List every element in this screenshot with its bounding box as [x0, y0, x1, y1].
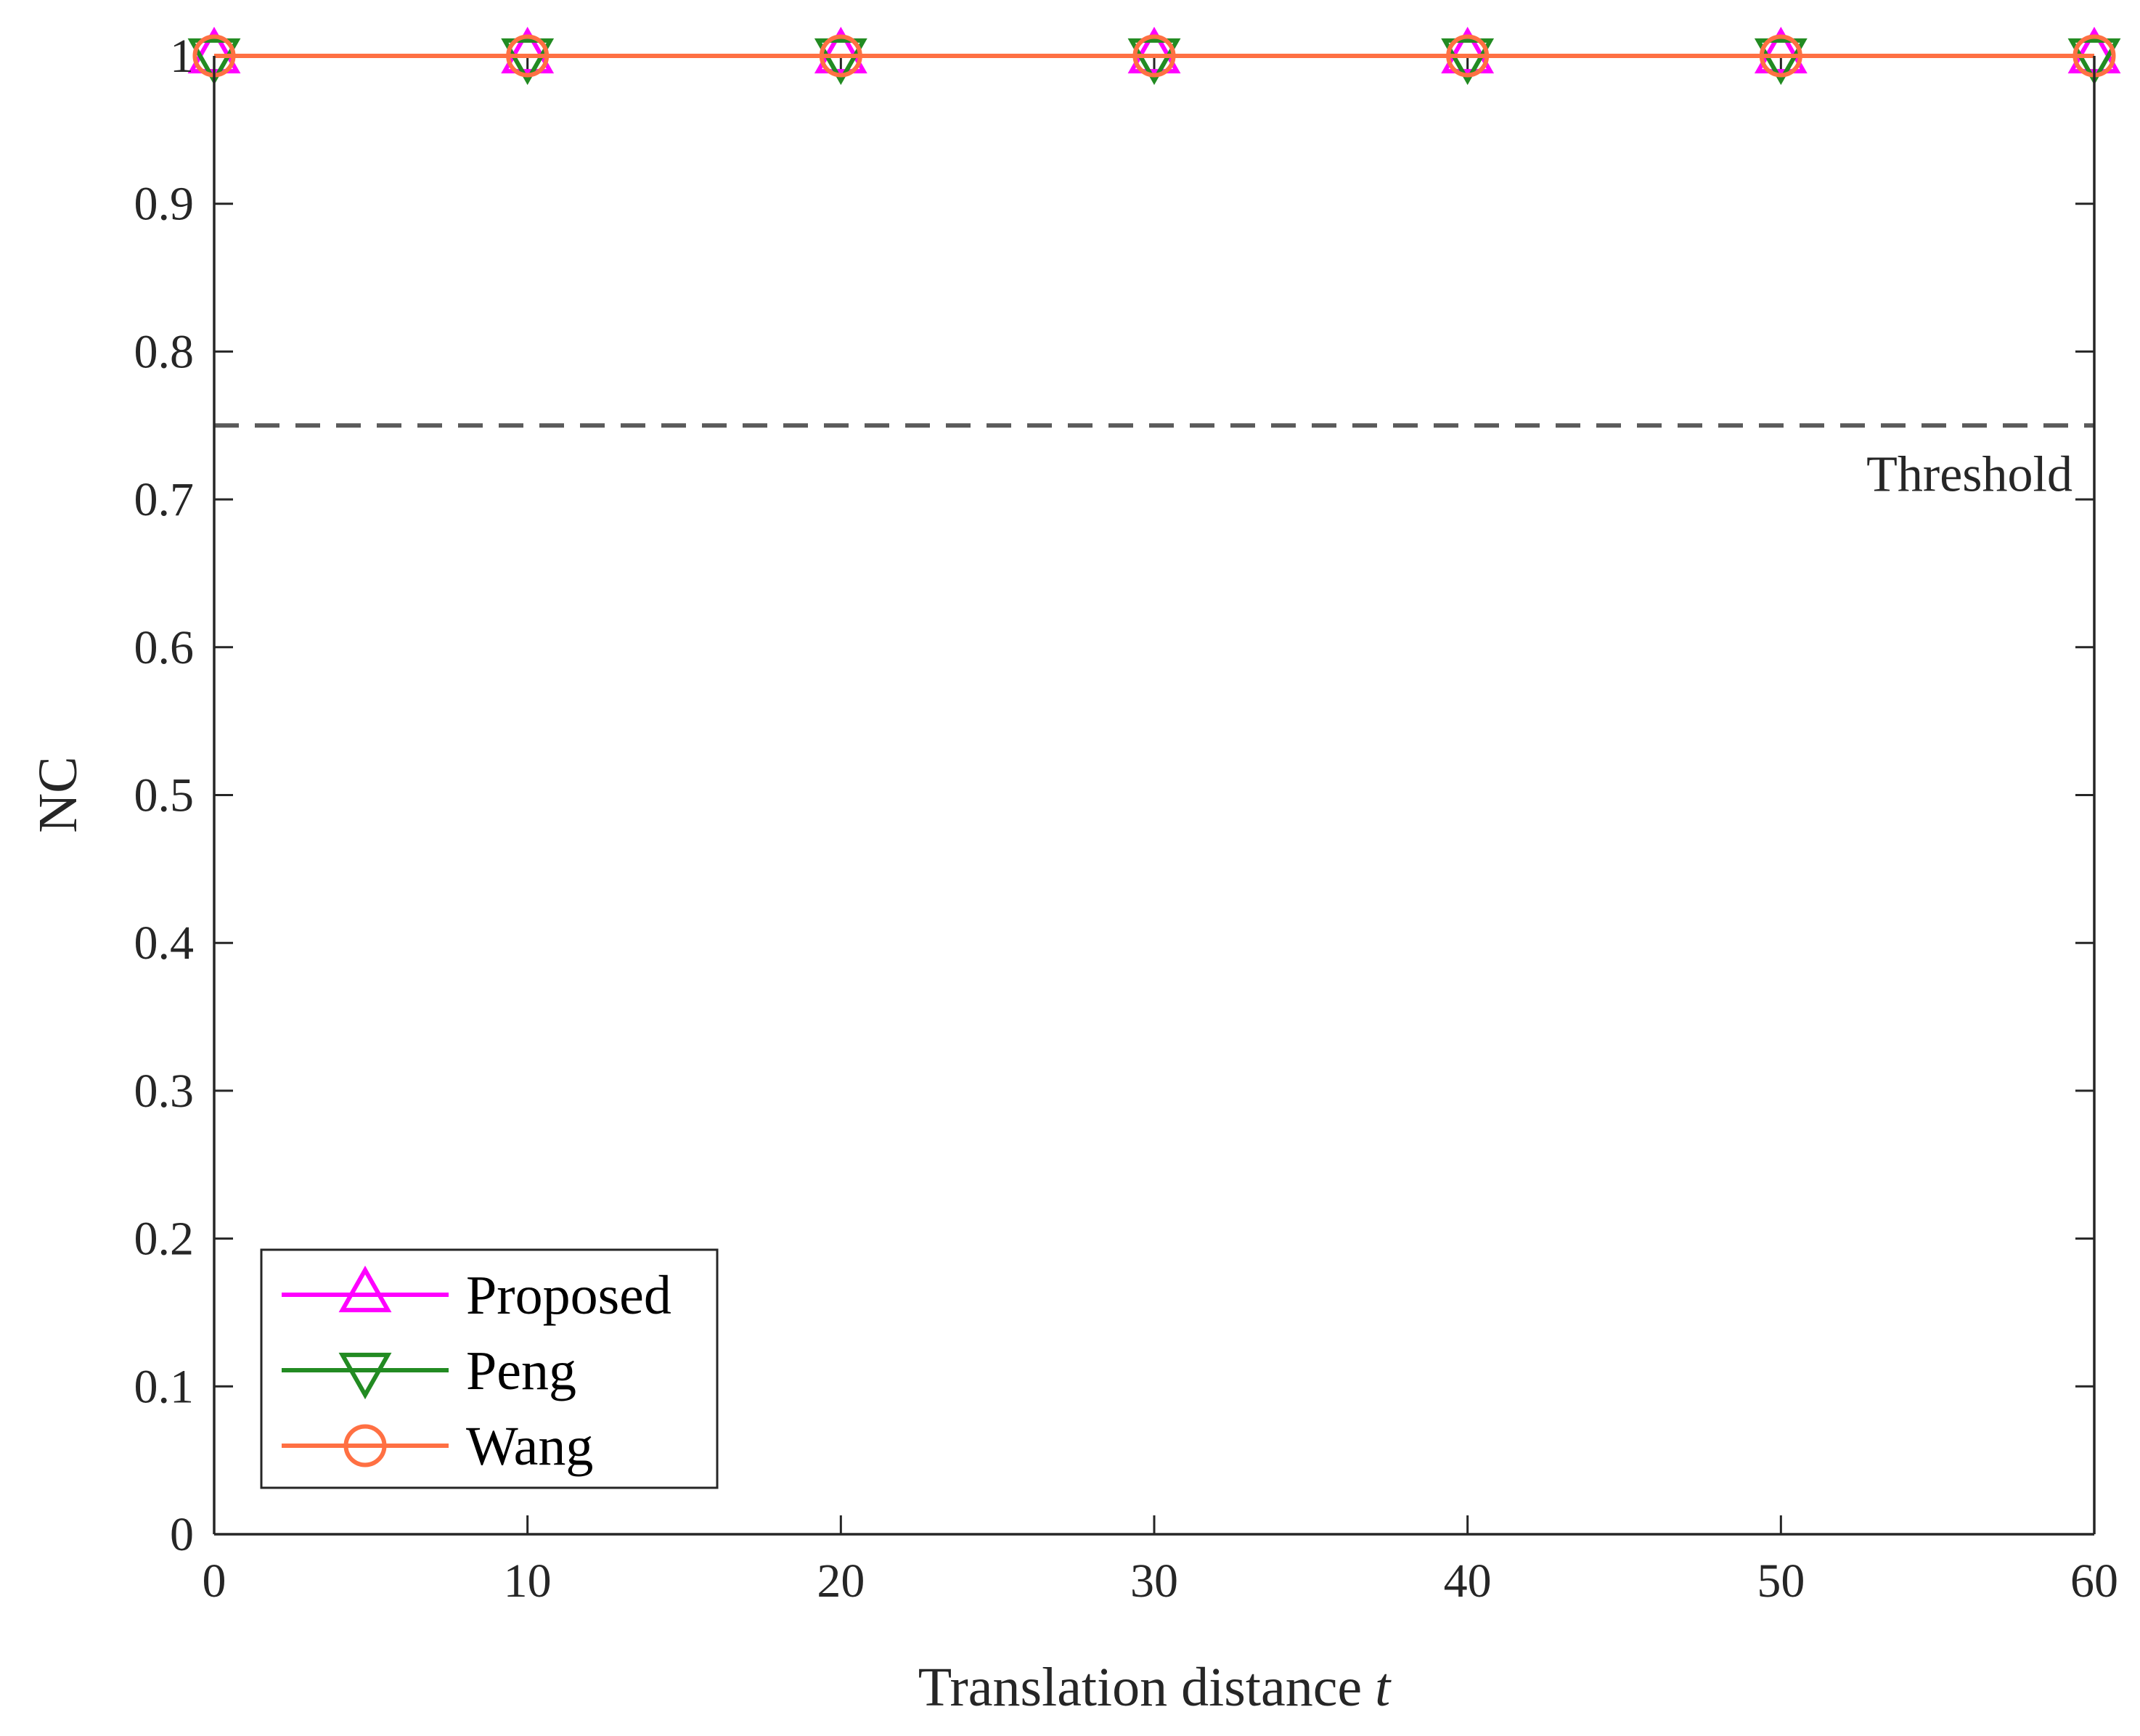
x-axis-variable: t: [1375, 1657, 1392, 1718]
legend-label: Peng: [466, 1340, 576, 1401]
axes-frame: [213, 56, 2096, 1536]
legend-item-wang: Wang: [282, 1416, 593, 1477]
data-point-wang: [1132, 34, 1176, 78]
data-point-peng: [1127, 38, 1181, 86]
data-point-proposed: [1441, 26, 1495, 74]
legend-item-proposed: Proposed: [282, 1265, 671, 1326]
data-point-peng: [501, 38, 555, 86]
data-point-proposed: [814, 26, 867, 74]
data-point-proposed: [1127, 26, 1181, 74]
x-tick-label: 0: [203, 1555, 226, 1608]
y-tick-label: 0.3: [134, 1065, 195, 1118]
x-tick-label: 60: [2070, 1555, 2118, 1608]
y-tick-label: 0.5: [134, 769, 195, 822]
tick-labels: 0 10 20 30 40 50 60 0 0.1 0.2 0.3 0.4 0.5 0.6 0.7 0.8 0.…: [134, 30, 2119, 1608]
legend-label: Proposed: [466, 1265, 671, 1326]
threshold-label: Threshold: [1866, 446, 2072, 502]
y-tick-label: 0.9: [134, 178, 195, 231]
y-tick-label: 0.8: [134, 325, 195, 378]
data-point-proposed: [501, 26, 555, 74]
x-axis-title-text: Translation distance: [918, 1657, 1362, 1718]
x-axis-title: Translation distance t: [918, 1657, 1392, 1718]
data-point-peng: [2067, 38, 2121, 86]
data-point-peng: [187, 38, 241, 86]
data-point-wang: [1446, 34, 1490, 78]
x-tick-label: 50: [1757, 1555, 1805, 1608]
y-tick-label: 0: [170, 1508, 194, 1561]
y-tick-label: 0.7: [134, 473, 195, 526]
legend-marker: [338, 1352, 392, 1400]
data-point-proposed: [1754, 26, 1808, 74]
legend-label: Wang: [466, 1416, 593, 1477]
data-point-wang: [1759, 34, 1802, 78]
y-axis-title: NC: [28, 756, 89, 833]
y-tick-label: 0.6: [134, 621, 195, 674]
legend-marker: [338, 1265, 392, 1313]
series-layer: [187, 26, 2121, 86]
threshold-layer: Threshold: [214, 423, 2094, 502]
x-tick-label: 40: [1444, 1555, 1492, 1608]
y-tick-label: 0.1: [134, 1360, 195, 1413]
x-tick-label: 10: [504, 1555, 552, 1608]
y-tick-label: 1: [170, 30, 194, 83]
series-wang: [192, 34, 2116, 78]
data-point-peng: [1441, 38, 1495, 86]
y-tick-label: 0.2: [134, 1213, 195, 1266]
legend-marker: [343, 1424, 387, 1467]
data-point-wang: [819, 34, 862, 78]
legend: Proposed Peng Wang: [260, 1248, 719, 1489]
x-tick-label: 30: [1130, 1555, 1178, 1608]
data-point-wang: [506, 34, 550, 78]
x-tick-label: 20: [817, 1555, 865, 1608]
data-point-peng: [814, 38, 867, 86]
y-tick-label: 0.4: [134, 917, 195, 970]
legend-item-peng: Peng: [282, 1340, 576, 1401]
data-point-peng: [1754, 38, 1808, 86]
